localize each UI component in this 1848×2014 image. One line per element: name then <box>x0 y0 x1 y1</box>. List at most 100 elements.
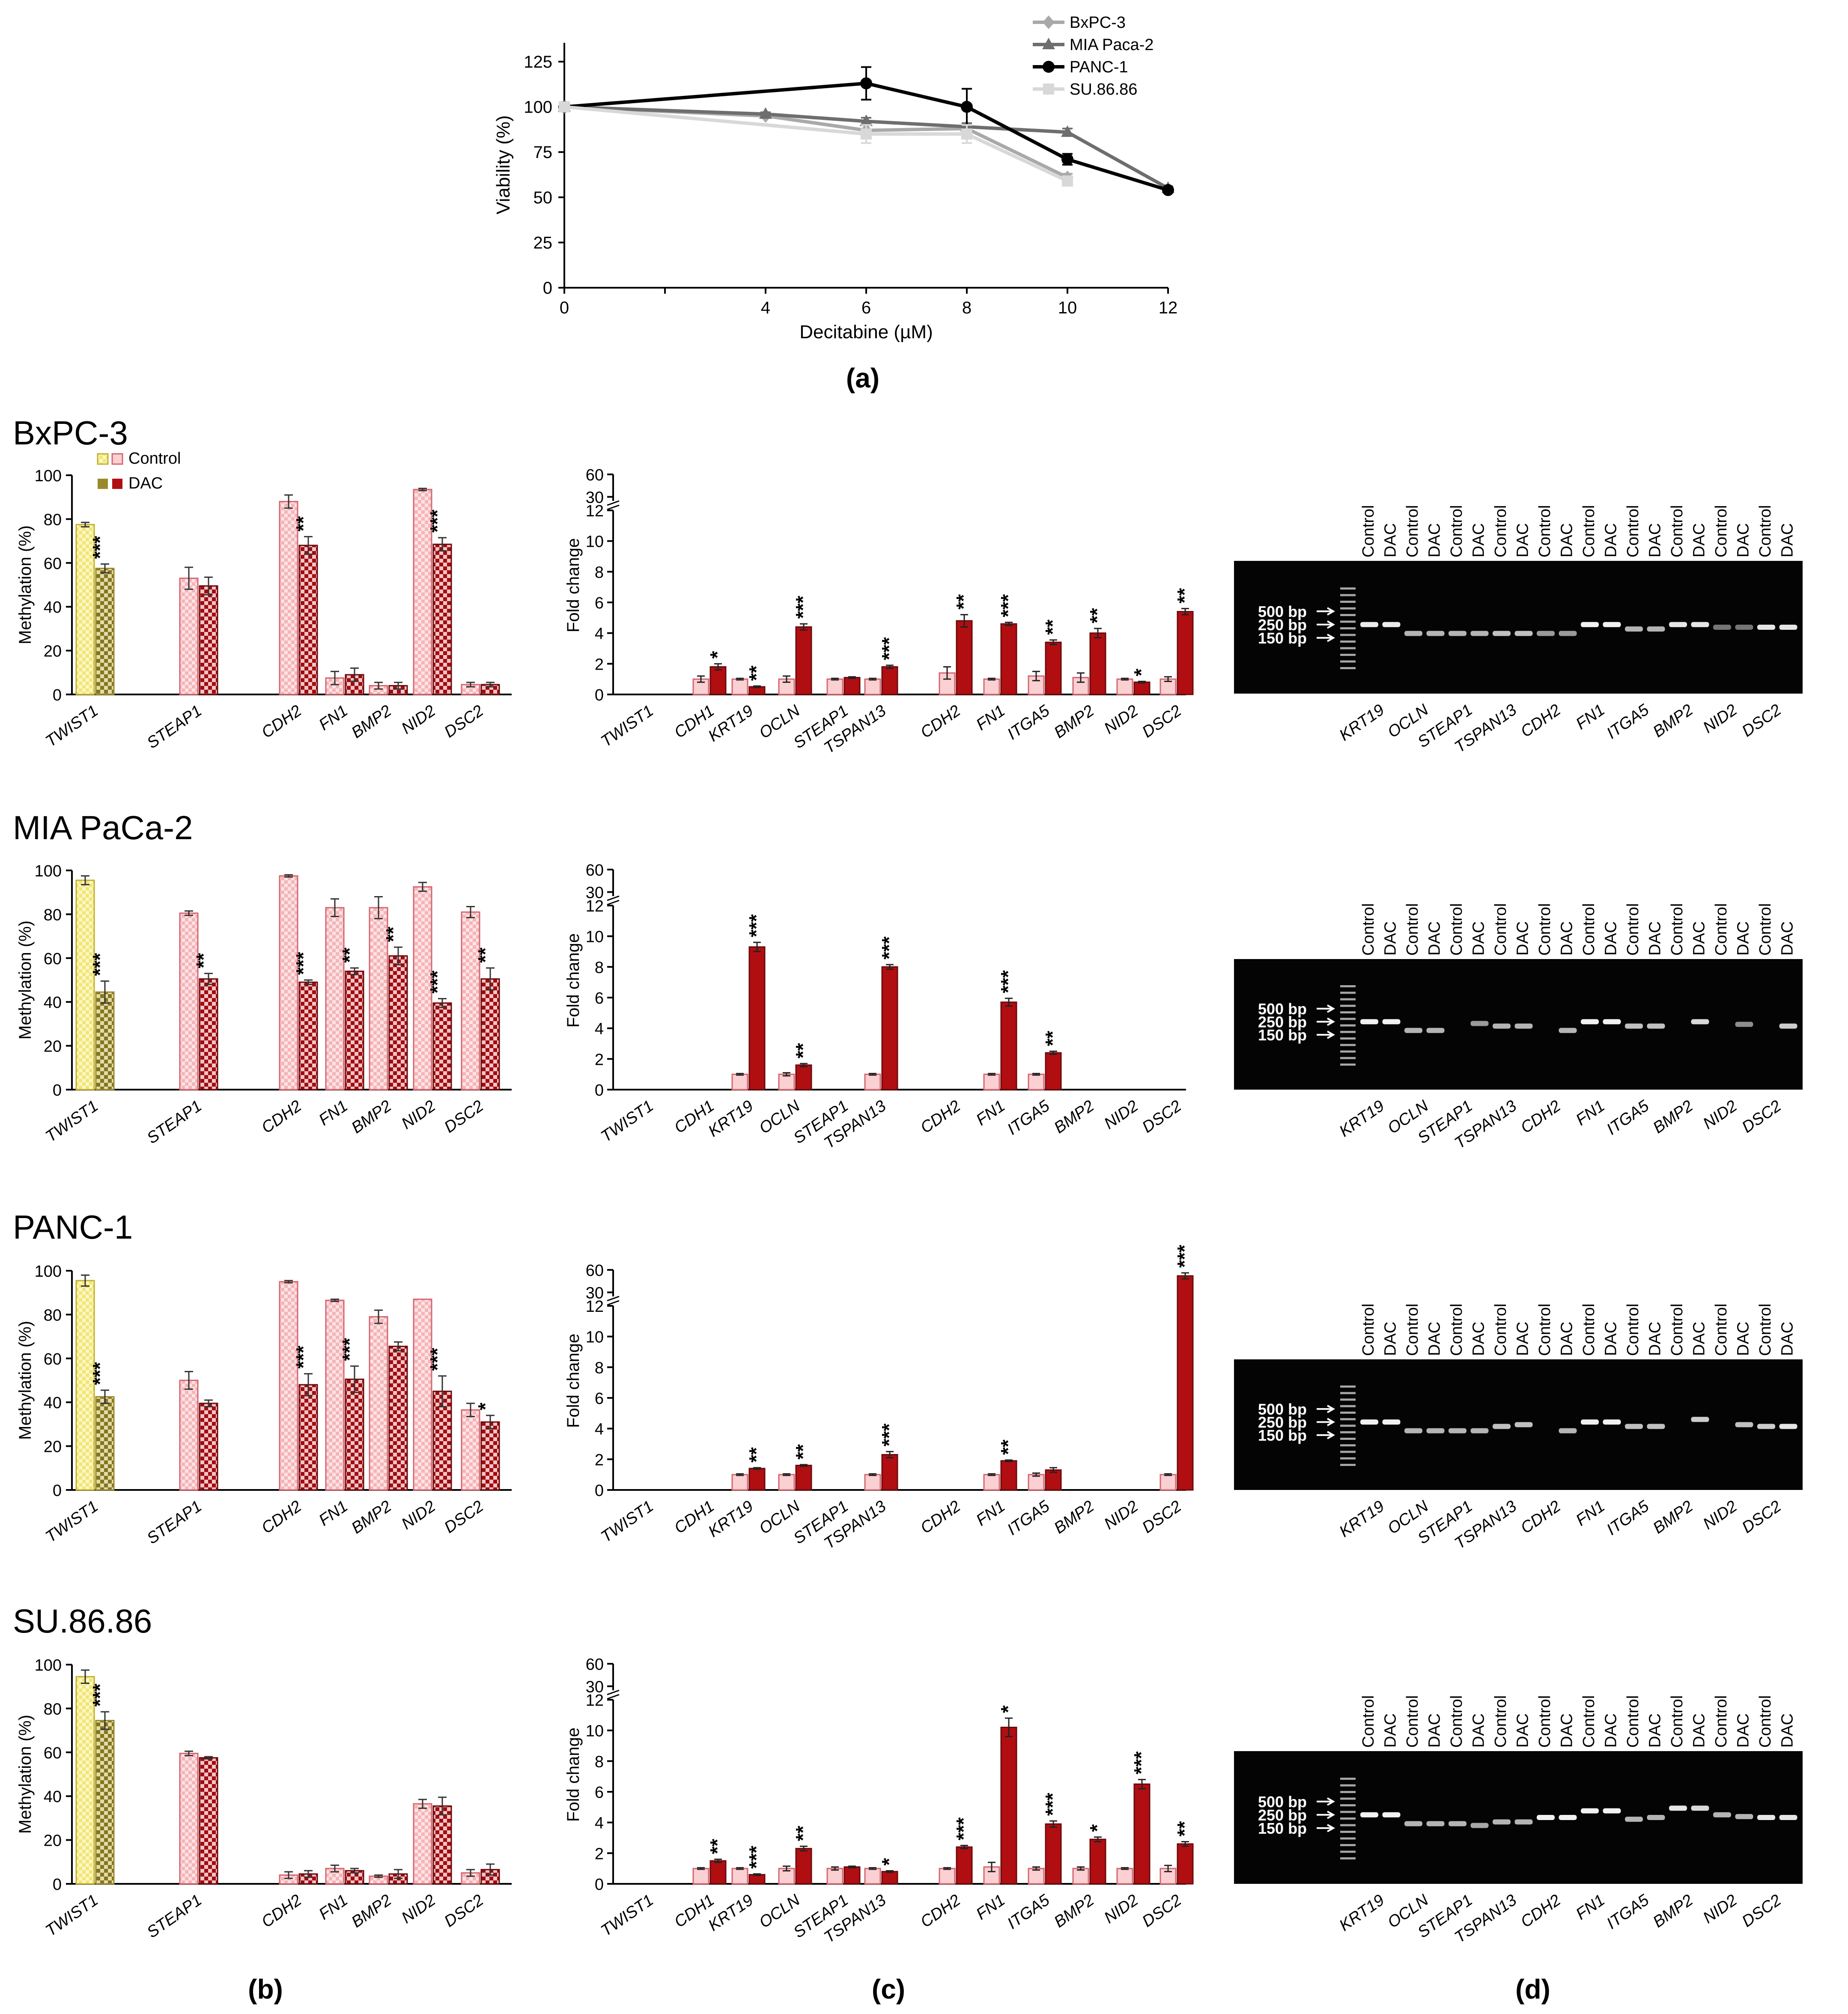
bar-control-krt19 <box>731 1073 748 1090</box>
significance-label: ** <box>192 953 215 968</box>
lane-label: Control <box>1624 505 1642 558</box>
error-bar <box>350 667 359 682</box>
gel-band <box>1603 1419 1621 1425</box>
error-bar <box>1181 1272 1189 1280</box>
bar-dac-nid2 <box>1133 1783 1151 1885</box>
error-bar <box>304 1373 313 1397</box>
gel-band <box>1581 1019 1599 1025</box>
error-bar <box>848 676 856 679</box>
bar-dac-fn1 <box>1000 1460 1017 1491</box>
lane-label: DAC <box>1514 1713 1532 1748</box>
lane-label: Control <box>1668 1695 1686 1748</box>
axis-break-mark <box>607 1296 620 1306</box>
error-bar <box>697 675 705 683</box>
bar-dac-cdh2 <box>298 545 318 695</box>
bar-control-fn1 <box>325 1299 345 1491</box>
error-bar <box>438 1375 447 1407</box>
bar-control-nid2 <box>413 1803 432 1885</box>
y-axis-title: Fold change <box>564 1728 583 1822</box>
bar-control-steap1 <box>179 1379 199 1491</box>
ladder-arrow <box>1317 1017 1335 1026</box>
gel-gene-label-nid2: NID2 <box>1700 701 1741 737</box>
significance-label: ** <box>792 1826 814 1841</box>
ladder-band <box>1340 1405 1356 1407</box>
gel-band <box>1382 1019 1401 1025</box>
error-bar <box>988 1862 996 1872</box>
gene-label-itga5: ITGA5 <box>1004 1891 1053 1933</box>
error-bar <box>1077 672 1085 683</box>
x-tick-label: 4 <box>761 298 770 317</box>
lane-label: DAC <box>1426 1322 1444 1356</box>
gel-band <box>1559 631 1577 636</box>
error-bar <box>736 1867 744 1870</box>
gene-label-itga5: ITGA5 <box>1004 1096 1053 1138</box>
significance-label: *** <box>426 971 448 994</box>
gene-label-bmp2: BMP2 <box>348 1891 395 1931</box>
gene-label-itga5: ITGA5 <box>1004 701 1053 743</box>
gel-band <box>1470 1428 1489 1433</box>
lane-label: Control <box>1359 1304 1377 1356</box>
significance-label: *** <box>89 1683 111 1707</box>
error-bar <box>418 882 427 892</box>
bar-control-steap1 <box>179 578 199 695</box>
error-bar <box>304 1870 313 1878</box>
y-tick-label: 4 <box>595 1421 604 1439</box>
bar-dac-ocln <box>795 1064 812 1090</box>
gel-band <box>1426 631 1445 636</box>
bar-control-dsc2 <box>461 911 480 1090</box>
lane-label: DAC <box>1382 921 1400 956</box>
gel-band <box>1581 1808 1599 1814</box>
gene-label-bmp2: BMP2 <box>348 1497 395 1537</box>
gel-gene-label-krt19: KRT19 <box>1336 701 1387 745</box>
lane-label: Control <box>1536 1695 1554 1748</box>
legend-label-mia-paca-2: MIA Paca-2 <box>1070 36 1154 54</box>
ladder-size-label: 500 bp <box>1258 1400 1307 1418</box>
error-bar <box>438 537 447 552</box>
gel-gene-label-fn1: FN1 <box>1573 1891 1608 1924</box>
lane-label: DAC <box>1470 1713 1488 1748</box>
data-point-mia-paca-2 <box>1061 125 1074 137</box>
gel-band <box>1360 1019 1378 1025</box>
lane-label: Control <box>1359 1695 1377 1748</box>
gel-band <box>1647 1424 1665 1429</box>
ladder-band <box>1340 1064 1356 1066</box>
legend-swatch-dac-red <box>112 479 122 489</box>
ladder-band <box>1340 1385 1356 1388</box>
bar-dac-cdh2 <box>956 620 973 695</box>
cell-line-title: BxPC-3 <box>13 414 128 452</box>
error-bar <box>1138 1779 1146 1790</box>
gene-label-steap1: STEAP1 <box>144 702 205 752</box>
data-point-mia-paca-2 <box>759 107 772 119</box>
lane-label: DAC <box>1690 1713 1708 1748</box>
gel-gene-label-bmp2: BMP2 <box>1650 701 1696 741</box>
error-bar <box>1164 1865 1172 1872</box>
bar-control-krt19 <box>731 678 748 695</box>
lane-label: Control <box>1580 903 1598 956</box>
error-bar <box>1032 1472 1040 1477</box>
gel-band <box>1757 1815 1775 1820</box>
error-bar <box>438 1797 447 1816</box>
lane-label: DAC <box>1470 1322 1488 1356</box>
y-tick-label: 6 <box>595 1784 604 1802</box>
y-tick-label: 0 <box>53 686 62 704</box>
error-bar <box>886 964 894 970</box>
gel-band <box>1779 625 1797 630</box>
legend-marker-panc-1 <box>1043 61 1055 73</box>
y-tick-label: 10 <box>586 533 604 551</box>
y-tick-label: 0 <box>595 1482 604 1500</box>
y-tick-label-break: 60 <box>586 861 604 879</box>
x-tick-label: 0 <box>560 298 569 317</box>
ladder-band <box>1340 1464 1356 1466</box>
gene-label-cdh2: CDH2 <box>917 702 964 742</box>
data-point-panc-1 <box>860 77 872 89</box>
gel-gene-label-nid2: NID2 <box>1700 1891 1741 1927</box>
significance-label: ** <box>1173 1821 1195 1837</box>
bar-dac-krt19 <box>748 946 766 1090</box>
significance-label: *** <box>878 936 900 959</box>
bar-dac-twist1 <box>95 1720 115 1885</box>
bar-dac-bmp2 <box>1089 1838 1106 1885</box>
x-tick-label: 6 <box>861 298 871 317</box>
y-tick-label: 100 <box>35 1656 62 1674</box>
error-bar <box>1005 622 1013 626</box>
